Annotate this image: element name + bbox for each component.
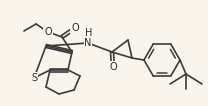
- Text: O: O: [109, 62, 117, 72]
- Text: O: O: [44, 27, 52, 37]
- Text: N: N: [84, 38, 92, 48]
- Text: S: S: [31, 73, 37, 83]
- Text: O: O: [71, 23, 79, 33]
- Text: H: H: [85, 28, 93, 38]
